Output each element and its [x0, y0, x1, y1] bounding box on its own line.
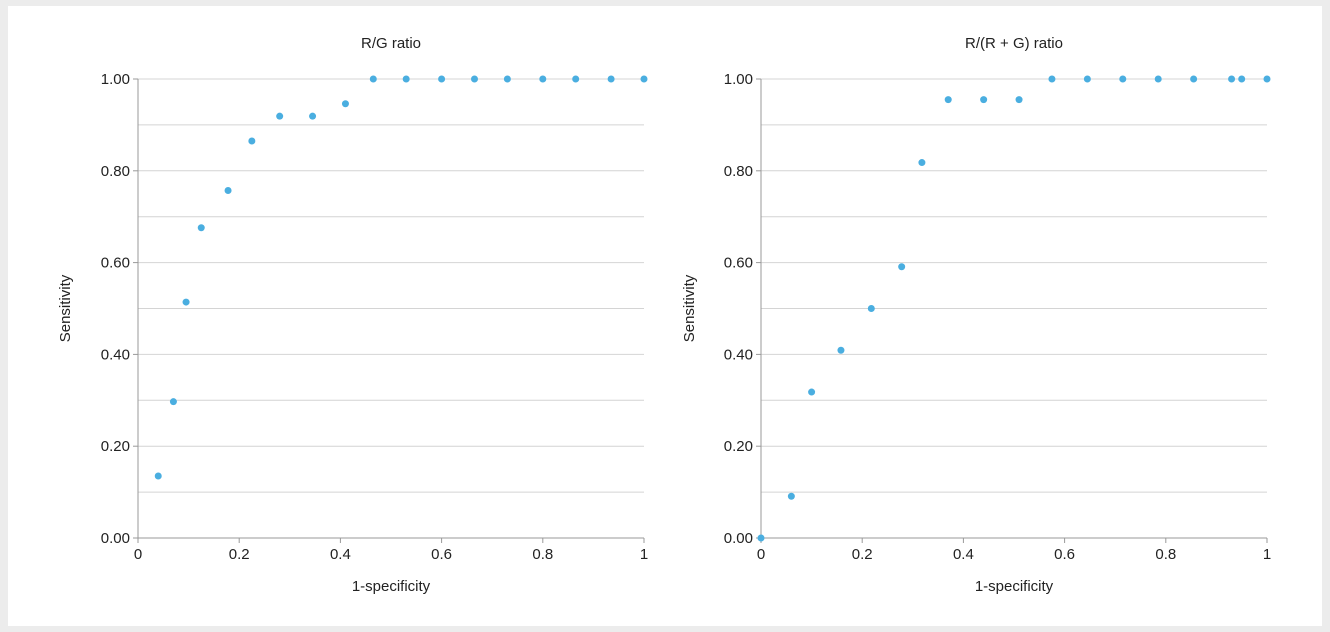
x-tick-label: 0.8 — [532, 546, 553, 563]
chart-1: 0.00 0.20 0.40 0.60 0.80 1.00 0 0.2 0.4 0.6 0.8 1 R/… — [57, 35, 648, 595]
x-tick-label: 0.6 — [431, 546, 452, 563]
data-point — [1190, 75, 1198, 83]
data-point — [1119, 75, 1127, 83]
data-point — [837, 346, 845, 354]
y-axis-label: Sensitivity — [681, 274, 698, 342]
figure: 0.00 0.20 0.40 0.60 0.80 1.00 0 0.2 0.4 0.6 0.8 1 R/… — [8, 6, 1322, 626]
y-tick-label: 0.00 — [101, 530, 130, 547]
data-point — [248, 137, 256, 145]
data-point — [341, 100, 349, 108]
x-tick-label: 0 — [134, 546, 142, 563]
data-point — [787, 492, 795, 500]
data-point — [154, 472, 162, 480]
data-point — [757, 534, 765, 542]
data-point — [1048, 75, 1056, 83]
x-tick-label: 0.8 — [1155, 546, 1176, 563]
data-point — [438, 75, 446, 83]
x-tick-label: 1 — [1263, 546, 1271, 563]
data-point — [309, 112, 317, 120]
y-tick-label: 1.00 — [101, 71, 130, 88]
data-point — [470, 75, 478, 83]
x-tick-label: 0.6 — [1054, 546, 1075, 563]
y-tick-label: 0.20 — [101, 438, 130, 455]
x-tick-label: 0.2 — [229, 546, 250, 563]
data-point — [980, 96, 988, 104]
x-axis-label: 1-specificity — [975, 578, 1054, 595]
data-point — [867, 305, 875, 312]
data-point — [197, 224, 205, 232]
chart-title: R/(R + G) ratio — [965, 35, 1063, 52]
data-point — [539, 75, 547, 83]
x-tick-label: 0.2 — [852, 546, 873, 563]
data-point — [169, 398, 177, 406]
data-point — [1263, 75, 1271, 83]
x-tick-label: 0.4 — [953, 546, 974, 563]
chart-2: 0.00 0.20 0.40 0.60 0.80 1.00 0 0.2 0.4 0.6 0.8 1 R/… — [681, 35, 1271, 595]
data-point — [224, 187, 232, 195]
chart-title: R/G ratio — [361, 35, 421, 52]
y-tick-label: 0.40 — [724, 346, 753, 363]
data-point — [503, 75, 511, 83]
y-tick-label: 0.60 — [724, 255, 753, 272]
data-point — [918, 159, 926, 167]
data-point — [276, 112, 284, 120]
x-tick-label: 0.4 — [330, 546, 351, 563]
y-axis-label: Sensitivity — [57, 274, 74, 342]
data-point — [944, 96, 952, 104]
y-tick-label: 1.00 — [724, 71, 753, 88]
data-point — [369, 75, 377, 83]
x-tick-label: 1 — [640, 546, 648, 563]
data-point — [572, 75, 580, 83]
data-point — [1238, 75, 1246, 83]
y-tick-label: 0.20 — [724, 438, 753, 455]
data-point — [402, 75, 410, 83]
data-point — [607, 75, 615, 83]
data-point — [182, 298, 190, 306]
y-tick-label: 0.00 — [724, 530, 753, 547]
y-tick-label: 0.80 — [101, 163, 130, 180]
charts-canvas: 0.000.200.400.600.801.000 0.2 0.4 0.6 0.8 1R/… — [57, 35, 1271, 595]
data-point — [1083, 75, 1091, 83]
x-axis-label: 1-specificity — [352, 578, 431, 595]
x-tick-label: 0 — [757, 546, 765, 563]
data-point — [898, 263, 906, 271]
y-tick-label: 0.60 — [101, 255, 130, 272]
data-point — [1154, 75, 1162, 83]
data-point — [808, 388, 816, 396]
y-tick-label: 0.40 — [101, 346, 130, 363]
data-point — [1015, 96, 1023, 104]
y-tick-label: 0.80 — [724, 163, 753, 180]
data-point — [1228, 75, 1236, 83]
data-point — [640, 75, 648, 83]
